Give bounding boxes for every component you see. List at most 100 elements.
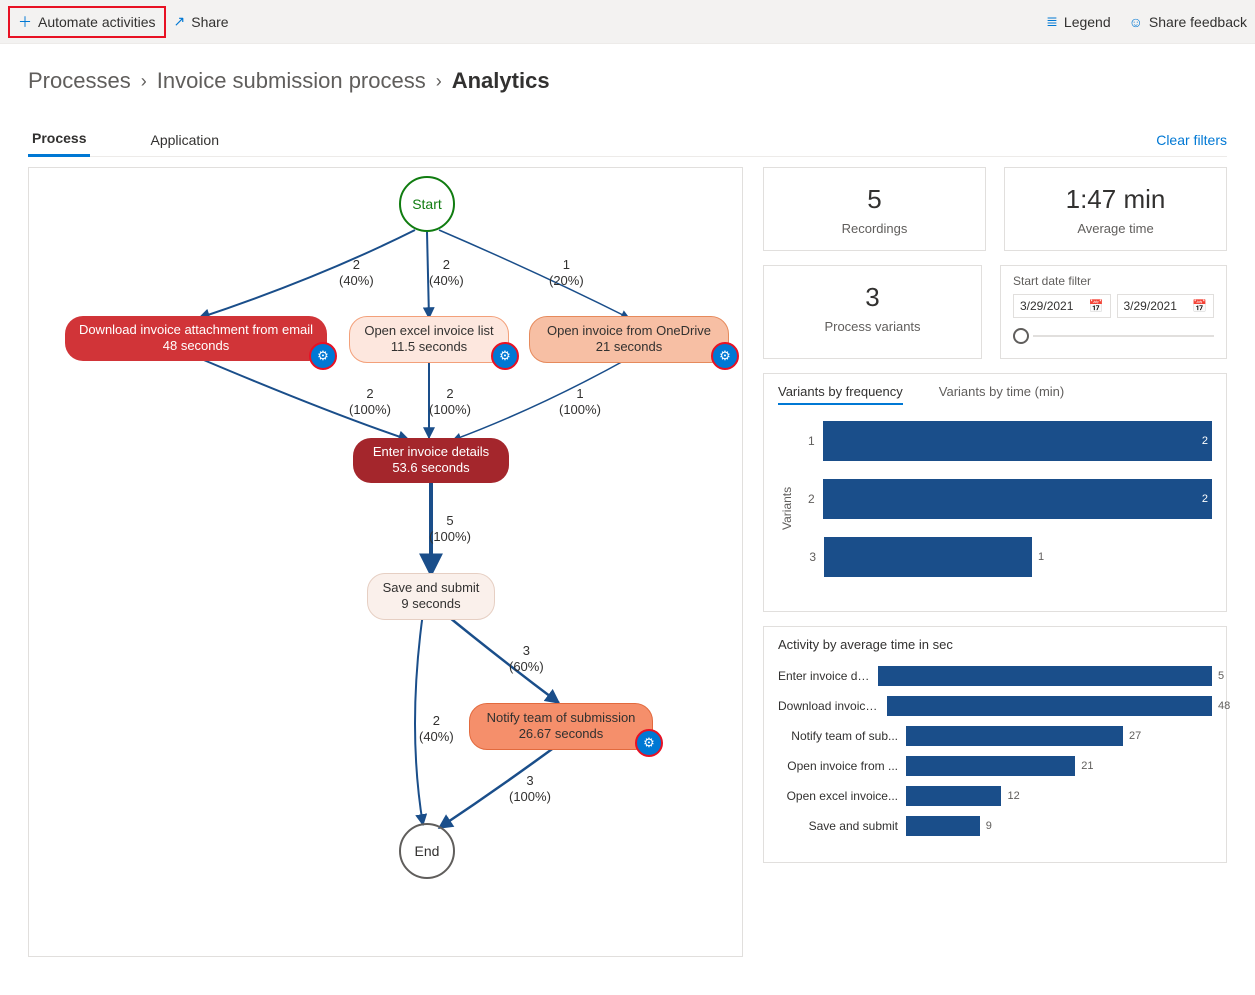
person-feedback-icon: ☺	[1129, 14, 1143, 30]
process-node-subtitle: 21 seconds	[542, 339, 716, 355]
legend-button[interactable]: ≣ Legend	[1046, 13, 1110, 30]
process-node-title: Download invoice attachment from email	[77, 322, 315, 338]
breadcrumb: Processes › Invoice submission process ›…	[28, 68, 1227, 94]
process-node-subtitle: 9 seconds	[380, 596, 482, 612]
activity-bar-fill: 9	[906, 816, 980, 836]
activity-chart: Enter invoice details5 Download invoice .…	[778, 666, 1212, 836]
share-button[interactable]: ↗ Share	[174, 13, 229, 30]
tab-process[interactable]: Process	[28, 122, 90, 157]
avg-time-value: 1:47 min	[1013, 184, 1218, 215]
chevron-right-icon: ›	[141, 71, 147, 92]
activity-bar-value: 12	[1007, 790, 1019, 802]
activity-panel-title: Activity by average time in sec	[778, 637, 1212, 652]
date-from-value: 3/29/2021	[1020, 299, 1073, 313]
process-node-title: Enter invoice details	[365, 444, 497, 460]
date-from-input[interactable]: 3/29/2021 📅	[1013, 294, 1111, 318]
breadcrumb-invoice-submission[interactable]: Invoice submission process	[157, 68, 426, 94]
process-node-title: Open excel invoice list	[362, 323, 496, 339]
automate-flow-icon[interactable]: ⚙	[635, 729, 663, 757]
process-edge-label: 2(40%)	[429, 257, 464, 288]
process-edge-label: 1(20%)	[549, 257, 584, 288]
variants-bar-value: 2	[1202, 493, 1208, 505]
activity-bar-label: Save and submit	[778, 819, 898, 833]
activity-bar-row[interactable]: Notify team of sub... 27	[778, 726, 1212, 746]
slider-track	[1033, 335, 1214, 337]
clear-filters-link[interactable]: Clear filters	[1156, 132, 1227, 156]
tab-application[interactable]: Application	[146, 124, 223, 156]
activity-bar-value: 5	[1218, 670, 1224, 682]
activity-bar-fill: 27	[906, 726, 1123, 746]
process-node-title: Notify team of submission	[482, 710, 640, 726]
recordings-label: Recordings	[772, 221, 977, 236]
share-feedback-button[interactable]: ☺ Share feedback	[1129, 14, 1247, 30]
activity-bar-fill: 21	[906, 756, 1075, 776]
process-activity-node[interactable]: Enter invoice details53.6 seconds	[353, 438, 509, 483]
date-range-slider[interactable]	[1013, 328, 1214, 344]
activity-bar-row[interactable]: Open invoice from ... 21	[778, 756, 1212, 776]
process-activity-node[interactable]: Open invoice from OneDrive21 seconds	[529, 316, 729, 363]
share-icon: ↗	[174, 13, 186, 30]
card-process-variants: 3 Process variants	[763, 265, 982, 359]
automate-flow-icon[interactable]: ⚙	[309, 342, 337, 370]
process-activity-node[interactable]: Save and submit9 seconds	[367, 573, 495, 620]
activity-bar-label: Notify team of sub...	[778, 729, 898, 743]
activity-bar-row[interactable]: Save and submit 9	[778, 816, 1212, 836]
card-average-time: 1:47 min Average time	[1004, 167, 1227, 251]
activity-bar-fill: 12	[906, 786, 1001, 806]
automate-flow-icon[interactable]: ⚙	[711, 342, 739, 370]
legend-label: Legend	[1064, 14, 1111, 30]
avg-time-label: Average time	[1013, 221, 1218, 236]
feedback-label: Share feedback	[1149, 14, 1247, 30]
activity-bar-row[interactable]: Open excel invoice... 12	[778, 786, 1212, 806]
activity-panel: Activity by average time in sec Enter in…	[763, 626, 1227, 863]
process-node-subtitle: 48 seconds	[77, 338, 315, 354]
process-activity-node[interactable]: Open excel invoice list11.5 seconds	[349, 316, 509, 363]
card-date-filter: Start date filter 3/29/2021 📅 3/29/2021 …	[1000, 265, 1227, 359]
process-edge-label: 2(40%)	[419, 713, 454, 744]
slider-handle[interactable]	[1013, 328, 1029, 344]
variants-bar-fill: 2	[823, 421, 1212, 461]
process-edge-label: 3(100%)	[509, 773, 551, 804]
breadcrumb-processes[interactable]: Processes	[28, 68, 131, 94]
automate-activities-highlight: ＋ Automate activities	[8, 6, 166, 38]
automate-flow-icon[interactable]: ⚙	[491, 342, 519, 370]
process-edge-label: 1(100%)	[559, 386, 601, 417]
tab-variants-frequency[interactable]: Variants by frequency	[778, 384, 903, 405]
automate-activities-button[interactable]: ＋ Automate activities	[18, 12, 156, 32]
process-node-title: Save and submit	[380, 580, 482, 596]
process-edge-label: 2(100%)	[349, 386, 391, 417]
variants-bar-value: 2	[1202, 435, 1208, 447]
variants-bar-row[interactable]: 22	[796, 479, 1212, 519]
process-map[interactable]: Start End Download invoice attachment from…	[28, 167, 743, 957]
process-edge-label: 2(40%)	[339, 257, 374, 288]
process-start-node[interactable]: Start	[399, 176, 455, 232]
activity-bar-row[interactable]: Enter invoice details5	[778, 666, 1212, 686]
tab-variants-time[interactable]: Variants by time (min)	[939, 384, 1064, 405]
breadcrumb-current: Analytics	[452, 68, 550, 94]
process-activity-node[interactable]: Notify team of submission26.67 seconds	[469, 703, 653, 750]
variants-bar-fill: 1	[824, 537, 1032, 577]
activity-bar-value: 9	[986, 820, 992, 832]
process-end-node[interactable]: End	[399, 823, 455, 879]
activity-bar-label: Open invoice from ...	[778, 759, 898, 773]
automate-activities-label: Automate activities	[38, 14, 156, 30]
variants-panel: Variants by frequency Variants by time (…	[763, 373, 1227, 612]
variants-bar-row[interactable]: 12	[796, 421, 1212, 461]
activity-bar-row[interactable]: Download invoice ...48	[778, 696, 1212, 716]
date-to-value: 3/29/2021	[1124, 299, 1177, 313]
activity-bar-fill: 5	[878, 666, 1212, 686]
variants-bar-category: 1	[796, 434, 815, 448]
variants-bar-fill: 2	[823, 479, 1212, 519]
variants-chart: Variants 122231	[778, 421, 1212, 595]
plus-icon: ＋	[18, 12, 32, 32]
tabs: Process Application Clear filters	[28, 122, 1227, 157]
chevron-right-icon: ›	[436, 71, 442, 92]
calendar-icon: 📅	[1089, 299, 1104, 313]
process-activity-node[interactable]: Download invoice attachment from email48…	[65, 316, 327, 361]
activity-bar-label: Open excel invoice...	[778, 789, 898, 803]
date-to-input[interactable]: 3/29/2021 📅	[1117, 294, 1215, 318]
process-node-subtitle: 26.67 seconds	[482, 726, 640, 742]
activity-bar-value: 21	[1081, 760, 1093, 772]
variants-bar-row[interactable]: 31	[796, 537, 1212, 577]
process-node-title: Open invoice from OneDrive	[542, 323, 716, 339]
